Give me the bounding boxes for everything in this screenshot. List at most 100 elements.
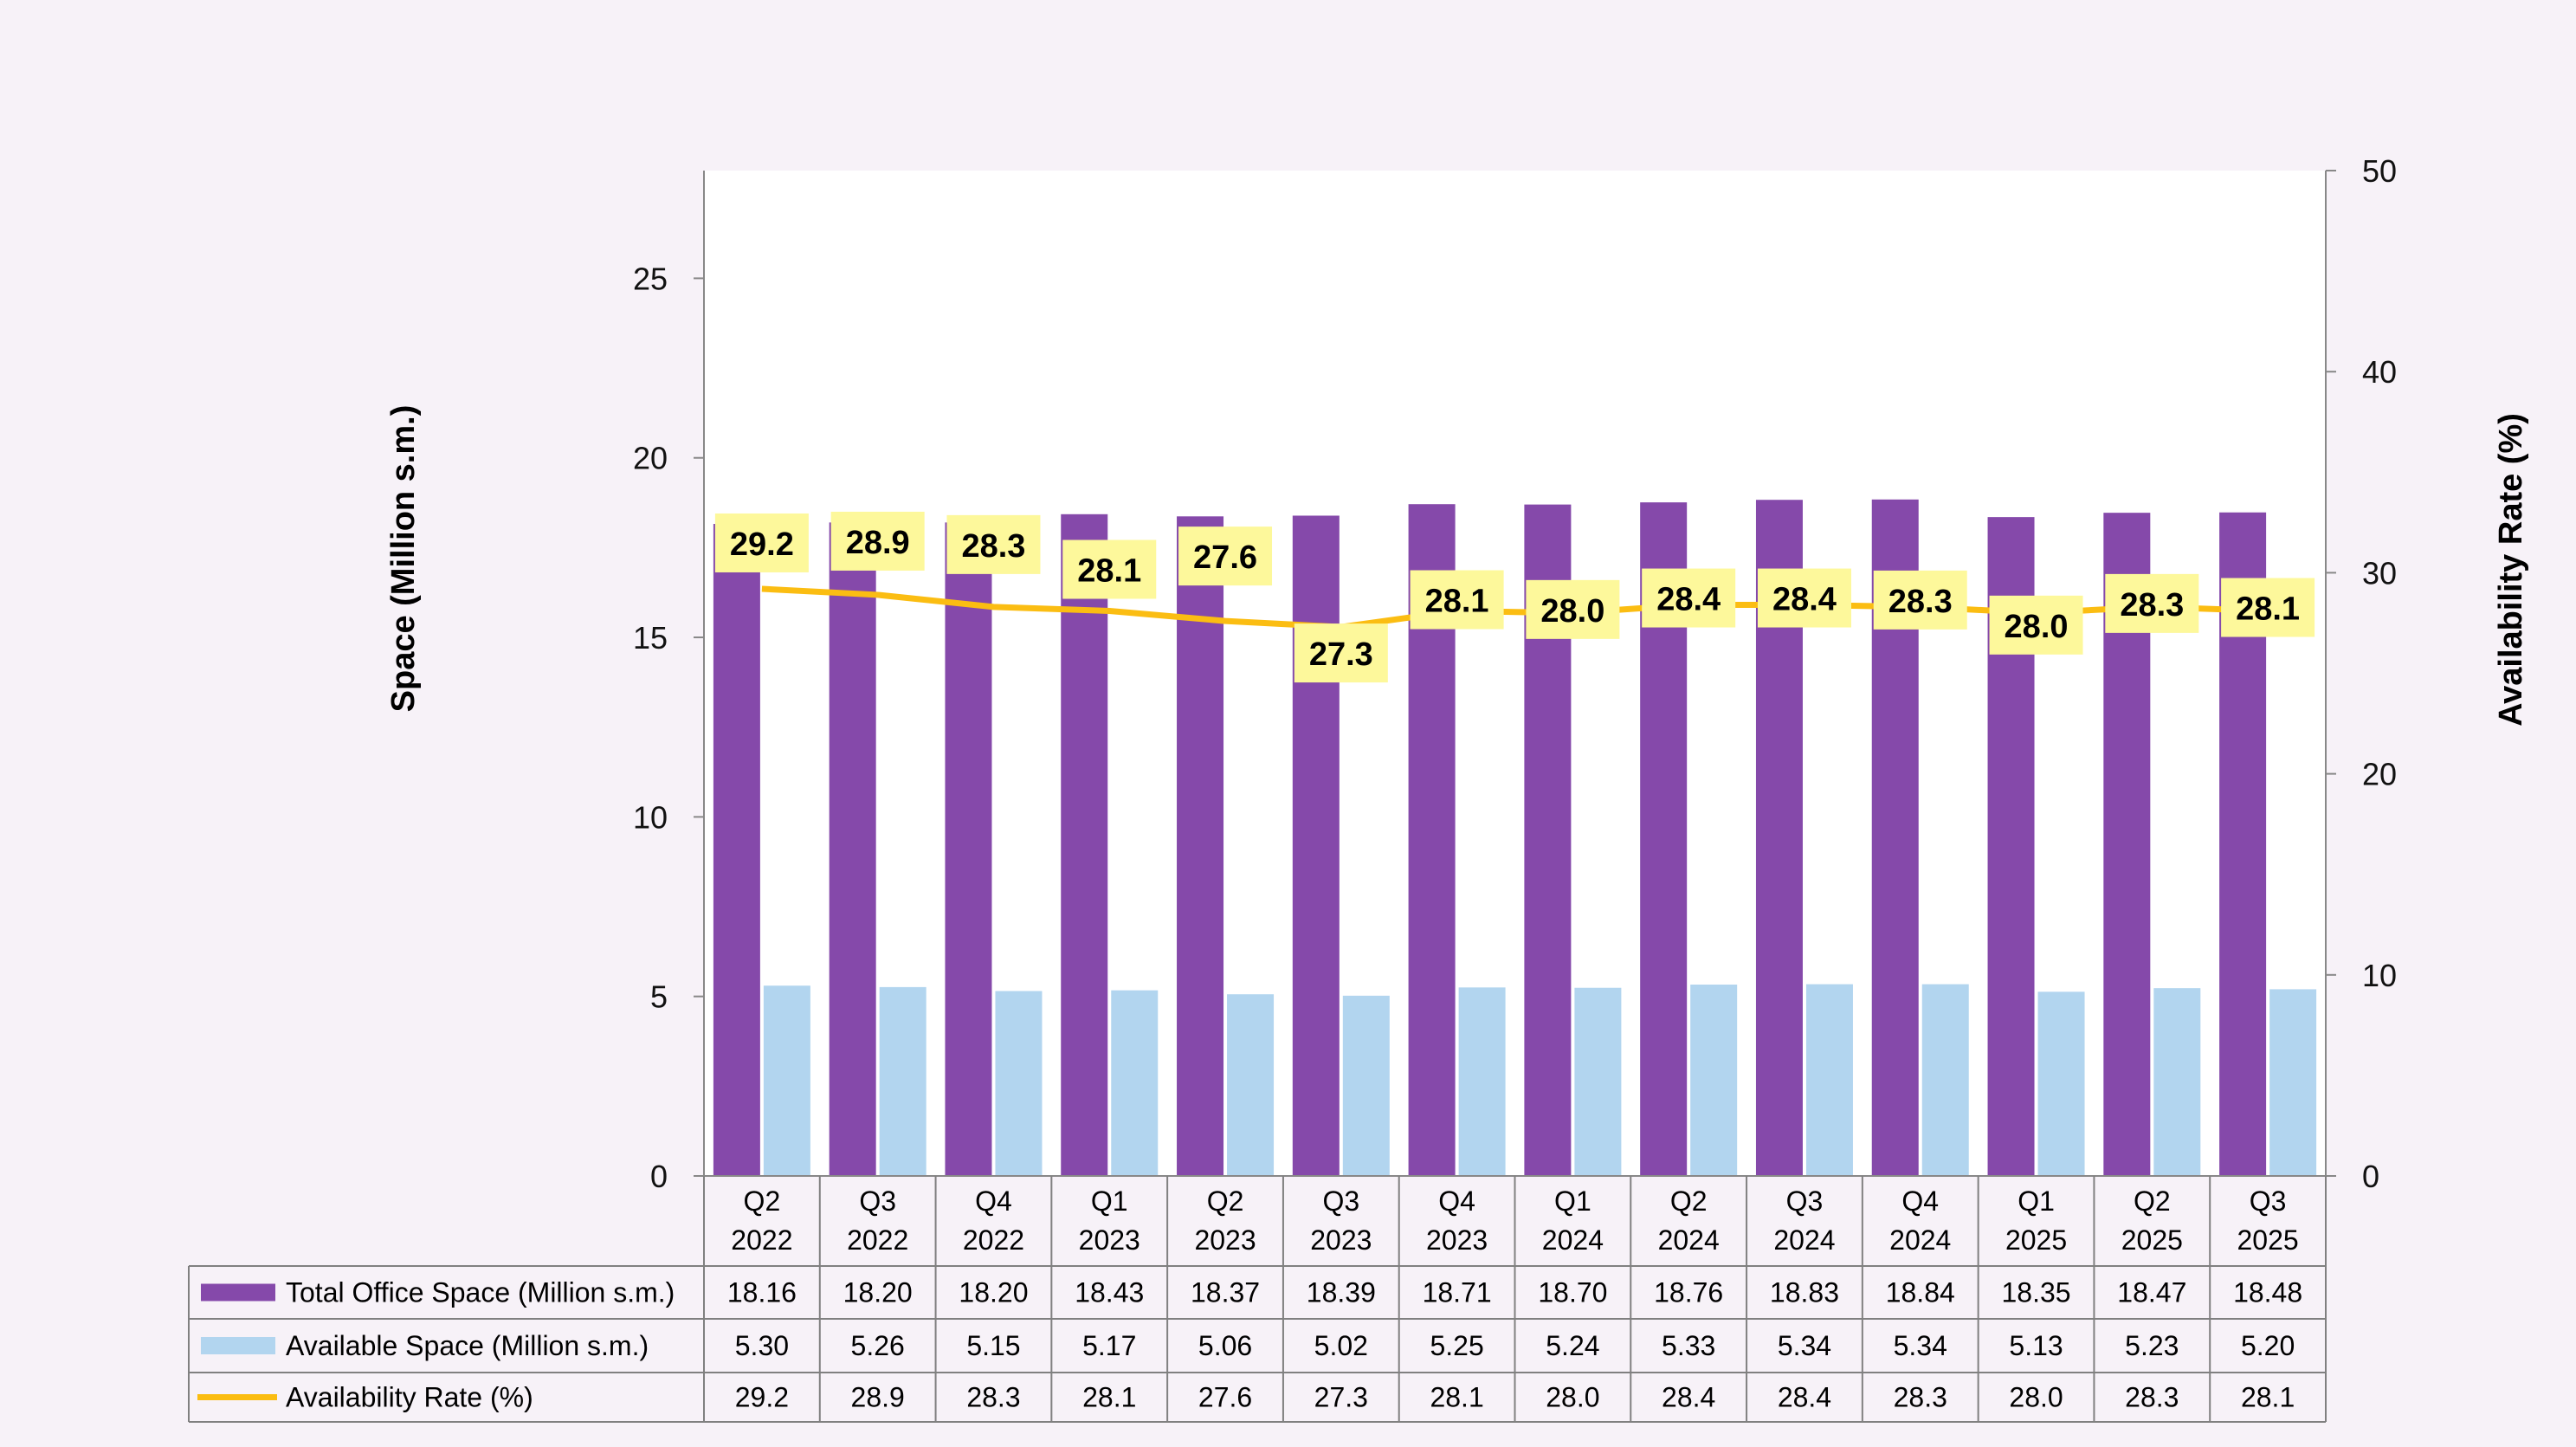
- category-label: 2022: [963, 1224, 1024, 1256]
- total-space-bar: [829, 522, 876, 1176]
- category-label: 2023: [1310, 1224, 1372, 1256]
- left-axis-ticks: 0 5 10 15 20 25: [633, 261, 704, 1194]
- category-label: 2025: [2237, 1224, 2299, 1256]
- available-space-bars: [763, 984, 2317, 1176]
- rate-data-label: 29.2: [730, 526, 794, 563]
- table-cell: 18.39: [1307, 1277, 1376, 1308]
- category-label: 2023: [1194, 1224, 1256, 1256]
- table-cell: 5.17: [1082, 1330, 1136, 1361]
- available-space-bar: [1111, 990, 1159, 1176]
- rate-data-label: 28.1: [2236, 591, 2300, 628]
- category-label: Q1: [2018, 1185, 2055, 1217]
- table-cell: 5.24: [1546, 1330, 1599, 1361]
- legend-swatch: [201, 1283, 275, 1302]
- right-tick-label: 20: [2362, 757, 2397, 792]
- available-space-bar: [1227, 994, 1275, 1176]
- table-cell: 28.1: [2241, 1382, 2295, 1413]
- available-space-bar: [1690, 984, 1738, 1176]
- category-label: Q2: [1670, 1185, 1708, 1217]
- table-cell: 28.1: [1082, 1382, 1136, 1413]
- rate-data-label-box: [1873, 570, 1967, 630]
- table-cell: 5.13: [2009, 1330, 2063, 1361]
- table-cell: 18.83: [1770, 1277, 1839, 1308]
- rate-data-label-box: [714, 513, 809, 572]
- available-space-bar: [1921, 984, 1969, 1176]
- category-label: 2024: [1889, 1224, 1951, 1256]
- table-cell: 5.15: [966, 1330, 1020, 1361]
- table-cell: 5.33: [1662, 1330, 1715, 1361]
- table-cell: 5.34: [1894, 1330, 1947, 1361]
- category-label: Q2: [744, 1185, 781, 1217]
- table-cell: 5.34: [1778, 1330, 1831, 1361]
- rate-data-label-box: [946, 514, 1041, 574]
- rate-data-label: 27.6: [1193, 539, 1257, 576]
- rate-data-label-box: [2105, 573, 2199, 633]
- table-cell: 29.2: [735, 1382, 789, 1413]
- right-tick-label: 40: [2362, 354, 2397, 390]
- rate-data-label: 28.3: [2120, 587, 2184, 623]
- category-label: 2024: [1542, 1224, 1604, 1256]
- category-label: 2025: [2005, 1224, 2067, 1256]
- rate-data-label: 28.0: [1540, 593, 1604, 630]
- category-label: Q3: [859, 1185, 896, 1217]
- rate-data-label: 28.3: [1888, 584, 1953, 620]
- table-cell: 18.35: [2001, 1277, 2070, 1308]
- table-cell: 18.20: [959, 1277, 1028, 1308]
- availability-rate-labels: 29.2 28.9 28.3 28.1 27.6 27.3 28.1 28.0 28.4 28.4…: [714, 511, 2315, 683]
- table-cell: 5.23: [2125, 1330, 2179, 1361]
- table-cell: 5.30: [735, 1330, 789, 1361]
- table-cell: 18.76: [1654, 1277, 1723, 1308]
- table-cell: 28.1: [1430, 1382, 1483, 1413]
- rate-data-label: 28.0: [2005, 609, 2069, 645]
- table-cell: 18.84: [1886, 1277, 1955, 1308]
- category-label: 2022: [731, 1224, 792, 1256]
- rate-data-label-box: [1642, 568, 1736, 628]
- available-space-bar: [995, 991, 1043, 1176]
- table-cell: 28.4: [1778, 1382, 1831, 1413]
- category-label: Q1: [1554, 1185, 1591, 1217]
- rate-data-label-box: [1294, 623, 1388, 683]
- available-space-bar: [879, 986, 926, 1176]
- table-cell: 27.6: [1198, 1382, 1252, 1413]
- category-label: Q1: [1091, 1185, 1128, 1217]
- table-cell: 5.02: [1314, 1330, 1368, 1361]
- category-label: 2023: [1426, 1224, 1488, 1256]
- table-cell: 28.3: [1894, 1382, 1947, 1413]
- table-cell: 18.48: [2233, 1277, 2302, 1308]
- rate-data-label: 28.1: [1425, 584, 1489, 620]
- table-cell: 27.3: [1314, 1382, 1368, 1413]
- table-cell: 28.0: [2009, 1382, 2063, 1413]
- rate-data-label: 28.9: [846, 525, 910, 561]
- right-axis-ticks: 0 10 20 30 40 50: [2326, 153, 2397, 1194]
- category-label: Q4: [1438, 1185, 1475, 1217]
- right-tick-label: 30: [2362, 555, 2397, 591]
- y-axis-title: Space (Million s.m.): [385, 405, 422, 713]
- rate-data-label: 28.4: [1772, 582, 1837, 618]
- rate-data-label: 28.4: [1656, 582, 1721, 618]
- rate-data-label-box: [1526, 579, 1620, 639]
- category-label: Q3: [2250, 1185, 2287, 1217]
- available-space-bar: [1342, 995, 1390, 1176]
- rate-data-label-box: [1989, 595, 2083, 655]
- table-cell: 18.20: [843, 1277, 913, 1308]
- left-tick-label: 20: [633, 441, 668, 476]
- available-space-bar: [2269, 989, 2317, 1176]
- left-tick-label: 15: [633, 620, 668, 656]
- available-space-bar: [2153, 988, 2201, 1176]
- rate-data-label-box: [2221, 578, 2315, 637]
- rate-data-label-box: [1757, 568, 1851, 628]
- available-space-bar: [1574, 987, 1622, 1176]
- table-cell: 5.06: [1198, 1330, 1252, 1361]
- table-cell: 18.37: [1191, 1277, 1260, 1308]
- legend-label: Availability Rate (%): [286, 1382, 533, 1413]
- table-cell: 28.0: [1546, 1382, 1599, 1413]
- total-space-bar: [1177, 516, 1224, 1176]
- table-cell: 18.71: [1423, 1277, 1492, 1308]
- category-label: Q4: [975, 1185, 1012, 1217]
- legend-label: Available Space (Million s.m.): [286, 1330, 649, 1361]
- left-tick-label: 25: [633, 261, 668, 296]
- legend-swatch: [201, 1337, 275, 1354]
- legend-label: Total Office Space (Million s.m.): [286, 1277, 675, 1308]
- rate-data-label-box: [1062, 539, 1157, 599]
